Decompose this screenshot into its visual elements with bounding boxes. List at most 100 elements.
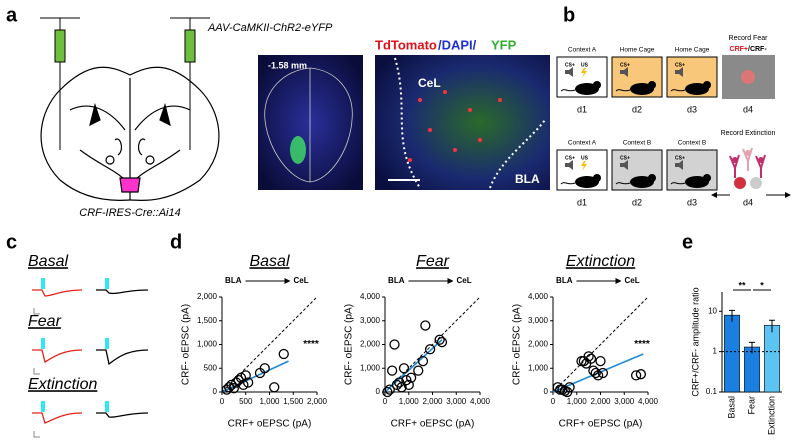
mouse-icon: [703, 81, 711, 89]
mouse-tail: [670, 89, 686, 92]
record-cell-label: CRF+: [730, 46, 748, 53]
y-tick-label: 10: [708, 306, 717, 315]
significance-label: **: [738, 280, 746, 290]
stimulus-label: CS+: [565, 155, 575, 161]
bar: [724, 314, 740, 393]
stimulus-label: US: [581, 62, 589, 68]
data-point: [242, 377, 254, 388]
mouse-icon: [685, 176, 709, 188]
panel-label: a: [6, 4, 18, 26]
data-point: [405, 372, 417, 383]
x-tick-label: 0: [383, 397, 388, 406]
significance-label: ****: [634, 339, 650, 350]
histology-image: [258, 55, 363, 190]
x-tick-label: 4,000: [470, 397, 491, 406]
context-label: Home Cage: [675, 47, 710, 54]
data-point: [585, 353, 597, 364]
chart-title: Extinction: [566, 253, 635, 270]
light-pulse: [105, 338, 109, 349]
syringes: [40, 17, 210, 150]
data-point: [592, 370, 604, 381]
y-tick-label: 1,000: [528, 363, 549, 372]
day-label: d1: [577, 104, 587, 114]
data-point: [389, 339, 400, 350]
data-point: [403, 379, 414, 391]
mouse-icon: [648, 81, 656, 89]
data-point: [595, 355, 606, 367]
data-point: [597, 367, 609, 379]
data-point: [278, 348, 289, 360]
light-pulse: [41, 401, 45, 412]
brain-schematic: [40, 66, 220, 201]
data-point: [434, 334, 445, 345]
x-tick-label: 0: [220, 397, 225, 406]
data-point: [223, 382, 235, 393]
day-label: d1: [577, 197, 587, 207]
context-label: Context A: [568, 140, 597, 147]
day-label: d3: [687, 104, 697, 114]
dendrite-tip: [732, 157, 738, 163]
data-point: [382, 386, 393, 398]
x-tick-label: 4,000: [638, 397, 659, 406]
x-tick-label: 2,000: [590, 397, 611, 406]
y-tick-label: 3,000: [360, 316, 381, 325]
data-point: [384, 384, 395, 395]
speaker-icon: [565, 67, 573, 77]
scale-bar: [33, 431, 40, 438]
chart-title: Fear: [416, 253, 450, 270]
stimulus-label: CS+: [675, 62, 685, 68]
context-label: Context B: [623, 140, 652, 147]
panel-label: b: [563, 4, 575, 26]
bar: [744, 346, 760, 393]
mouse-label: CRF-IRES-Cre::Ai14: [79, 207, 180, 219]
identity-line: [384, 296, 481, 393]
y-tick-label: 0: [544, 387, 549, 396]
data-point: [259, 363, 270, 374]
data-point: [235, 372, 247, 383]
region-label: BLA: [515, 172, 540, 186]
error-bar: [769, 319, 775, 333]
day-label: d2: [632, 104, 642, 114]
data-point: [417, 355, 429, 367]
panel-label: e: [682, 231, 693, 253]
mouse-icon: [593, 174, 601, 182]
context-label: Context A: [568, 47, 597, 54]
pathway-label: CeL: [294, 276, 309, 285]
stain-label: YFP: [491, 37, 517, 52]
light-pulse: [105, 278, 109, 289]
y-tick-label: 1,000: [360, 363, 381, 372]
x-tick-label: 1,000: [399, 397, 420, 406]
mouse-icon: [593, 81, 601, 89]
data-point: [238, 379, 249, 391]
light-pulse: [41, 338, 45, 349]
panel-label: d: [170, 231, 182, 253]
data-point: [394, 377, 405, 388]
y-tick-label: 4,000: [528, 292, 549, 301]
trace-crf-plus: [32, 289, 83, 297]
y-tick-label: 0.1: [706, 387, 718, 396]
recorded-cell: [741, 70, 755, 84]
pathway-label: BLA: [556, 276, 573, 285]
mouse-tail: [670, 182, 686, 185]
speaker-icon: [675, 160, 683, 170]
x-axis-label: CRF+ oEPSC (pA): [559, 419, 643, 430]
identity-line: [552, 296, 649, 393]
x-tick-label: 3,000: [614, 397, 635, 406]
context-label: Context B: [678, 140, 707, 147]
data-point: [424, 344, 436, 355]
mouse-tail: [560, 182, 576, 185]
data-point: [226, 379, 237, 391]
trace-crf-plus: [32, 412, 83, 424]
dendrite-tip: [758, 157, 764, 163]
pathway-label: BLA: [388, 276, 405, 285]
x-tick-label: 1,000: [567, 397, 588, 406]
data-point: [436, 336, 448, 348]
y-tick-label: 0: [376, 387, 381, 396]
stain-label: /DAPI/: [438, 37, 477, 52]
data-point: [630, 370, 642, 381]
shock-icon: [581, 161, 587, 171]
y-tick-label: 3,000: [528, 316, 549, 325]
stimulus-label: CS+: [620, 155, 630, 161]
